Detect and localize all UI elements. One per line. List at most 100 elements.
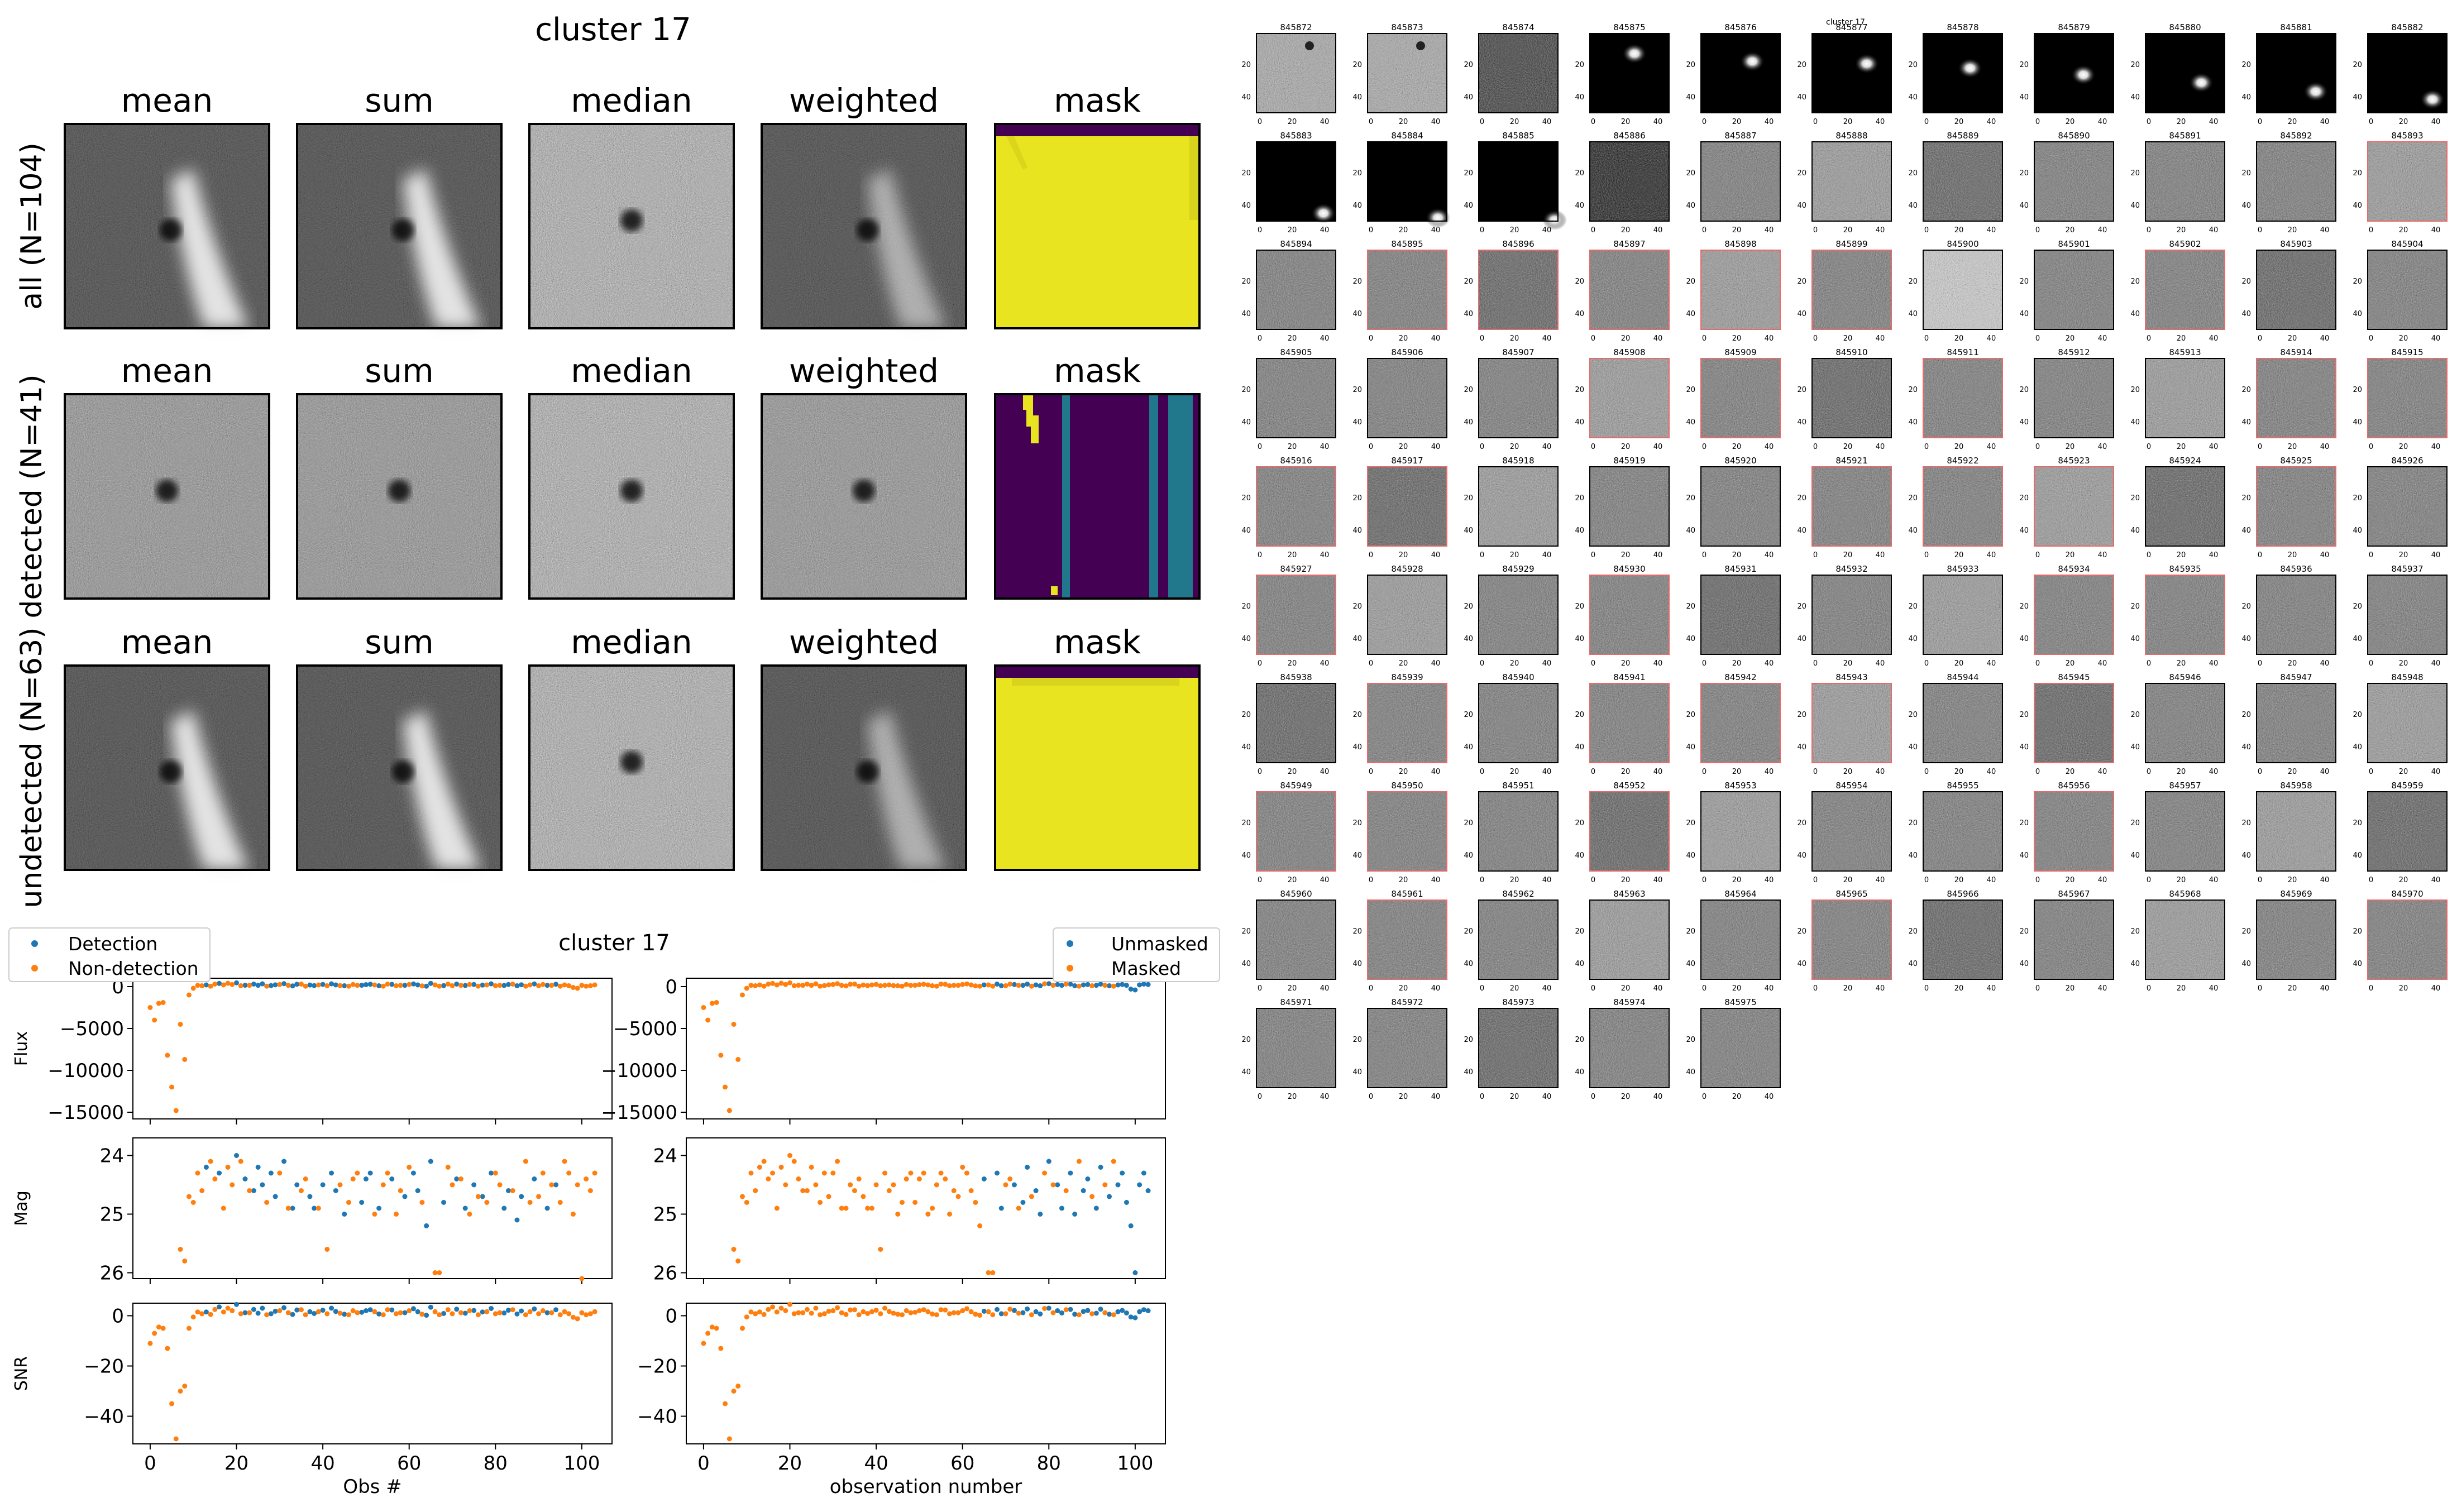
thumbnail-frame	[2034, 33, 2114, 113]
data-point	[869, 1309, 874, 1314]
thumbnail-frame	[2367, 791, 2448, 872]
image-streak	[403, 710, 481, 870]
thumbnail-id: 845899	[1835, 239, 1867, 249]
thumbnail-y-tick: 20	[1908, 819, 1918, 827]
thumbnail-frame	[1811, 899, 1892, 980]
data-point	[1059, 983, 1064, 988]
thumbnail-x-tick: 0	[1702, 984, 1706, 993]
thumbnail-noise	[1256, 683, 1336, 763]
stack-panel	[64, 123, 270, 329]
data-point	[221, 1205, 226, 1211]
thumbnail-id: 845920	[1724, 456, 1756, 466]
thumbnail-id: 845876	[1724, 22, 1756, 32]
data-point	[891, 1310, 896, 1316]
data-point	[273, 982, 278, 988]
thumbnail-id: 845940	[1502, 672, 1534, 682]
thumbnail-x-tick: 0	[1258, 551, 1262, 559]
data-point	[557, 1200, 563, 1205]
thumbnail-x-tick: 0	[1813, 551, 1818, 559]
thumbnail-id: 845953	[1724, 781, 1756, 791]
legend-label-unmasked: Unmasked	[1111, 933, 1208, 955]
thumbnail-y-tick: 40	[1908, 418, 1918, 427]
data-point	[557, 1312, 563, 1318]
data-point	[363, 1176, 369, 1181]
thumbnail-x-tick: 0	[1591, 551, 1595, 559]
thumbnail-x-tick: 0	[1591, 768, 1595, 776]
data-point	[255, 1310, 261, 1316]
data-point	[566, 983, 572, 988]
thumbnail-x-tick: 0	[1591, 443, 1595, 451]
thumbnail-x-tick: 40	[2209, 876, 2219, 884]
data-point	[921, 1307, 926, 1313]
legend-box	[8, 927, 211, 982]
thumbnail-y-tick: 40	[1464, 635, 1473, 643]
data-point	[912, 1200, 918, 1205]
thumbnail-noise	[2034, 792, 2114, 871]
data-point	[471, 1308, 477, 1313]
thumbnail-y-tick: 40	[2130, 310, 2140, 318]
data-point	[544, 983, 550, 988]
data-point	[178, 1022, 183, 1027]
thumbnail-y-tick: 40	[2019, 93, 2029, 102]
thumbnail-x-tick: 40	[1765, 659, 1774, 668]
data-point	[1003, 1182, 1008, 1188]
thumbnail-x-tick: 40	[1765, 768, 1774, 776]
data-point	[886, 1309, 892, 1314]
data-point	[182, 1384, 188, 1389]
thumbnail-id: 845906	[1391, 347, 1423, 357]
thumbnail-x-tick: 20	[2399, 118, 2408, 126]
data-point	[329, 981, 334, 987]
thumbnail-frame	[2367, 358, 2448, 438]
data-point	[925, 1309, 931, 1314]
data-point	[380, 1312, 386, 1318]
thumbnail-y-tick: 40	[1575, 310, 1584, 318]
thumbnail-x-tick: 20	[1399, 659, 1408, 668]
plot-frame	[686, 1137, 1166, 1279]
data-point	[410, 1306, 416, 1312]
thumbnail-frame	[1700, 575, 1781, 655]
thumbnail-frame	[2034, 575, 2114, 655]
thumbnail-source	[1426, 208, 1450, 228]
thumbnail-frame	[1256, 33, 1336, 113]
thumbnail-id: 845945	[2058, 672, 2090, 682]
thumbnail-x-tick: 0	[2035, 118, 2040, 126]
y-tick-label: 25	[653, 1204, 677, 1226]
thumbnail-frame	[1256, 791, 1336, 872]
thumbnail-frame	[2256, 250, 2336, 330]
data-point	[264, 1312, 270, 1318]
data-point	[190, 1200, 196, 1205]
data-point	[809, 1165, 814, 1170]
data-point	[376, 1311, 382, 1317]
data-point	[791, 1159, 797, 1164]
thumbnail-y-tick: 40	[1686, 202, 1695, 210]
data-point	[964, 1170, 969, 1176]
thumbnail-frame	[2256, 575, 2336, 655]
data-point	[428, 1159, 433, 1164]
thumbnail-x-tick: 40	[1320, 118, 1330, 126]
thumbnail-id: 845895	[1391, 239, 1423, 249]
data-point	[726, 1436, 732, 1442]
data-point	[1029, 1312, 1034, 1318]
data-point	[1038, 983, 1043, 988]
thumbnail-noise	[1368, 792, 1447, 871]
data-point	[1055, 982, 1060, 987]
data-point	[977, 1313, 983, 1318]
thumbnail-y-tick: 20	[2019, 711, 2029, 719]
data-point	[882, 1305, 888, 1311]
data-point	[895, 1312, 901, 1317]
thumbnail-frame	[2145, 575, 2225, 655]
thumbnail-y-tick: 20	[1797, 61, 1806, 69]
data-point	[1141, 1170, 1146, 1176]
data-point	[203, 1165, 209, 1170]
data-point	[873, 1308, 879, 1313]
data-point	[178, 1247, 183, 1252]
data-point	[441, 983, 447, 988]
thumbnail-x-tick: 40	[1987, 118, 1996, 126]
thumbnail-x-tick: 20	[2288, 876, 2297, 884]
